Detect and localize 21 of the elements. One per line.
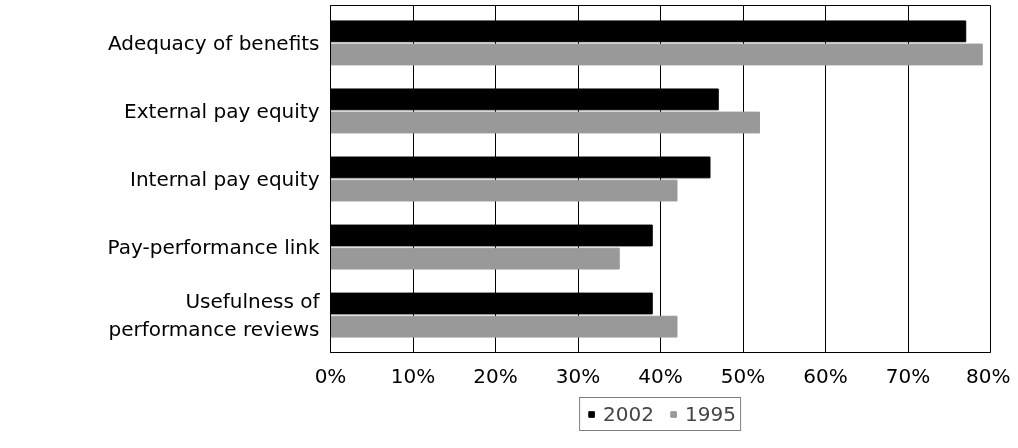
x-tick-label: 80% (966, 363, 1011, 388)
bar (330, 247, 620, 270)
y-tick-label: Internal pay equity (130, 167, 320, 191)
bar (330, 43, 983, 66)
x-tick-label: 40% (638, 363, 683, 388)
x-tick-label: 70% (885, 363, 931, 388)
bar (330, 179, 678, 202)
y-tick-label: Pay-performance link (107, 235, 320, 260)
x-tick-label: 0% (314, 363, 347, 388)
legend-label: 1995 (685, 402, 736, 426)
legend-label: 2002 (603, 402, 654, 426)
x-tick-label: 20% (473, 363, 518, 388)
y-tick-label: External pay equity (124, 98, 320, 123)
y-tick-label: Usefulness of performance reviews (108, 288, 321, 342)
bar (330, 111, 760, 134)
x-tick-label: 50% (720, 363, 766, 388)
x-tick-label: 60% (803, 363, 848, 388)
x-tick-label: 10% (390, 363, 436, 388)
x-tick-label: 30% (555, 363, 601, 388)
bar (330, 315, 678, 338)
y-tick-label: Adequacy of benefits (107, 30, 320, 55)
